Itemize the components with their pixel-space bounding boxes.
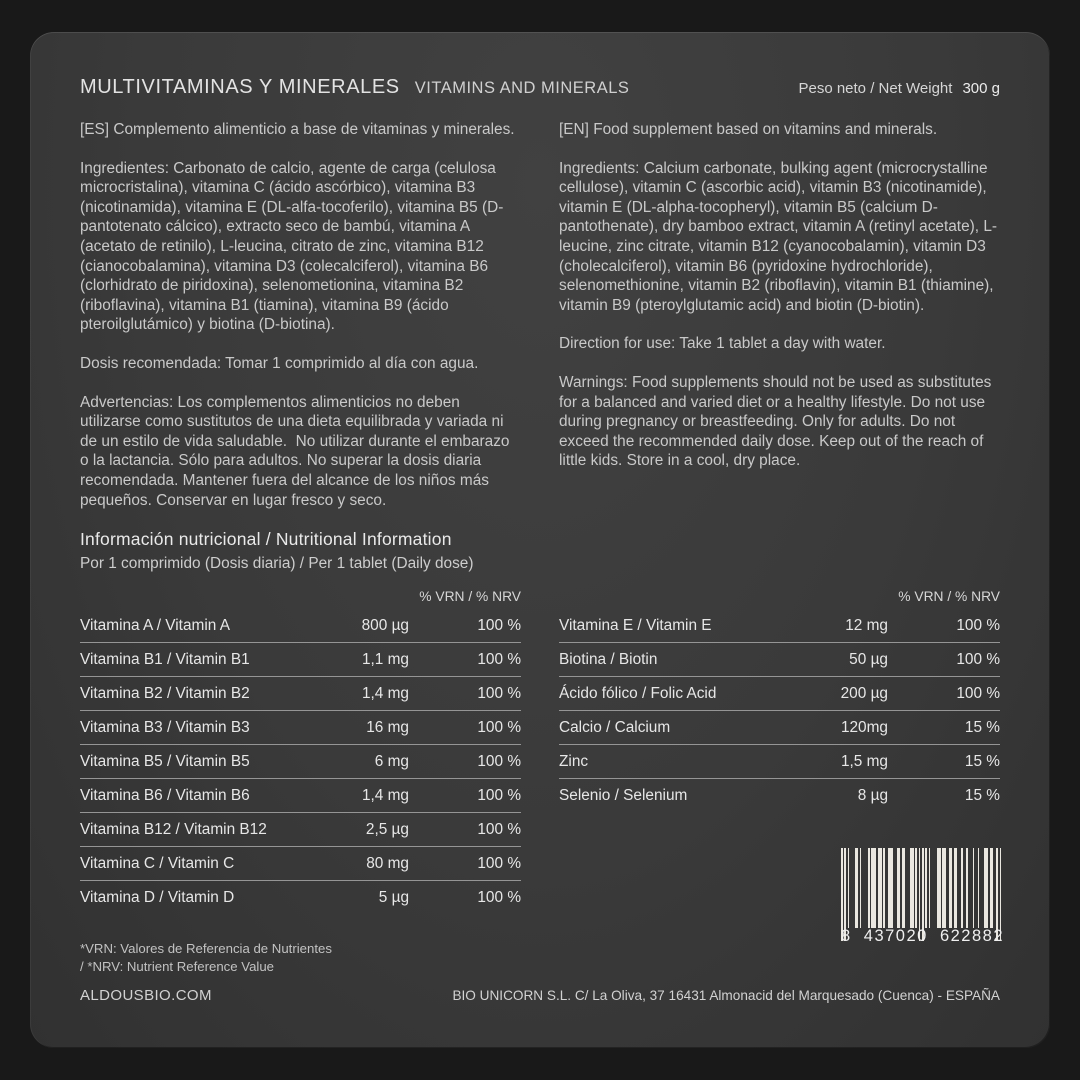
ingredients-es: Ingredientes: Carbonato de calcio, agent…: [80, 159, 504, 334]
nutrient-name: Vitamina B6 / Vitamin B6: [80, 786, 250, 804]
nutrition-row: Vitamina B6 / Vitamin B6 1,4 mg 100 %: [80, 779, 521, 814]
nutrient-nrv: 15 %: [964, 752, 1000, 770]
ingredients-en: Ingredients: Calcium carbonate, bulking …: [559, 159, 998, 314]
warnings-en: Warnings: Food supplements should not be…: [559, 373, 996, 470]
barcode-number: 8 437020 622882: [841, 927, 1004, 946]
nutrition-row: Vitamina B5 / Vitamin B5 6 mg 100 %: [80, 745, 521, 780]
nutrient-name: Vitamina B5 / Vitamin B5: [80, 752, 250, 770]
nutrition-row: Biotina / Biotin 50 µg 100 %: [559, 643, 1000, 678]
nrv-footnote-line1: *VRN: Valores de Referencia de Nutriente…: [80, 941, 332, 957]
nutrition-row: Vitamina A / Vitamin A 800 µg 100 %: [80, 609, 521, 644]
nutrient-amount: 1,5 mg: [840, 752, 888, 770]
nutrition-row: Vitamina B2 / Vitamin B2 1,4 mg 100 %: [80, 677, 521, 712]
nutrition-row: Vitamina B3 / Vitamin B3 16 mg 100 %: [80, 711, 521, 746]
nutrition-table-right: % VRN / % NRV Vitamina E / Vitamin E 12 m…: [559, 589, 1000, 812]
barcode: 8 437020 622882: [841, 848, 1004, 946]
label-header: MULTIVITAMINAS Y MINERALES VITAMINS AND …: [80, 76, 1000, 99]
nutrient-name: Ácido fólico / Folic Acid: [559, 684, 717, 702]
nrv-column-header: % VRN / % NRV: [419, 589, 521, 605]
company-address: BIO UNICORN S.L. C/ La Oliva, 37 16431 A…: [452, 988, 1000, 1003]
barcode-digits: 437020: [863, 927, 928, 945]
nutrient-nrv: 15 %: [964, 786, 1000, 804]
net-weight-label: Peso neto / Net Weight: [798, 80, 953, 97]
nutrient-nrv: 100 %: [477, 854, 521, 872]
nutrient-amount: 2,5 µg: [365, 820, 409, 838]
nutrition-row: Vitamina E / Vitamin E 12 mg 100 %: [559, 609, 1000, 644]
nutrient-name: Vitamina E / Vitamin E: [559, 616, 712, 634]
nutrient-nrv: 100 %: [956, 616, 1000, 634]
nutrition-rows-right: Vitamina E / Vitamin E 12 mg 100 % Biotina …: [559, 609, 1000, 812]
net-weight-value: 300 g: [962, 80, 1000, 97]
nutrition-table-left: % VRN / % NRV Vitamina A / Vitamin A 800 …: [80, 589, 521, 914]
dosage-en: Direction for use: Take 1 tablet a day w…: [559, 335, 886, 353]
nutrition-row: Vitamina B12 / Vitamin B12 2,5 µg 100 %: [80, 813, 521, 848]
nutrient-name: Vitamina B3 / Vitamin B3: [80, 718, 250, 736]
nutrient-amount: 16 mg: [366, 718, 409, 736]
nutrient-amount: 6 mg: [374, 752, 409, 770]
nutrient-nrv: 100 %: [956, 684, 1000, 702]
nutrient-nrv: 100 %: [477, 616, 521, 634]
nutrient-amount: 1,1 mg: [361, 650, 409, 668]
product-title-es: MULTIVITAMINAS Y MINERALES: [80, 76, 400, 98]
nutrition-row: Vitamina B1 / Vitamin B1 1,1 mg 100 %: [80, 643, 521, 678]
nutrition-row: Ácido fólico / Folic Acid 200 µg 100 %: [559, 677, 1000, 712]
nutrient-name: Vitamina D / Vitamin D: [80, 888, 235, 906]
nutrition-subtitle: Por 1 comprimido (Dosis diaria) / Per 1 …: [80, 555, 474, 573]
nutrient-nrv: 100 %: [477, 752, 521, 770]
nutrient-nrv: 100 %: [956, 650, 1000, 668]
nutrition-title: Información nutricional / Nutritional In…: [80, 529, 452, 550]
warnings-es: Advertencias: Los complementos alimentic…: [80, 393, 514, 509]
column-english: [EN] Food supplement based on vitamins a…: [559, 120, 1000, 490]
nutrition-row: Vitamina D / Vitamin D 5 µg 100 %: [80, 881, 521, 914]
nutrient-amount: 5 µg: [378, 888, 409, 906]
nutrient-nrv: 100 %: [477, 650, 521, 668]
nutrient-nrv: 100 %: [477, 684, 521, 702]
nutrient-amount: 1,4 mg: [361, 684, 409, 702]
barcode-digits: 622882: [939, 927, 1004, 945]
nutrition-row: Zinc 1,5 mg 15 %: [559, 745, 1000, 780]
nutrient-name: Vitamina A / Vitamin A: [80, 616, 231, 634]
nutrient-amount: 120mg: [840, 718, 888, 736]
nutrient-name: Biotina / Biotin: [559, 650, 658, 668]
nutrient-amount: 800 µg: [361, 616, 409, 634]
nutrient-name: Vitamina B2 / Vitamin B2: [80, 684, 250, 702]
barcode-digits: 8: [841, 927, 852, 945]
nutrition-row: Selenio / Selenium 8 µg 15 %: [559, 779, 1000, 812]
nutrient-name: Vitamina C / Vitamin C: [80, 854, 235, 872]
barcode-bars: [841, 848, 1004, 941]
nutrient-amount: 50 µg: [849, 650, 888, 668]
nrv-footnote-line2: / *NRV: Nutrient Reference Value: [80, 959, 274, 975]
nutrient-nrv: 100 %: [477, 888, 521, 906]
nutrient-amount: 200 µg: [840, 684, 888, 702]
nutrient-amount: 80 mg: [366, 854, 409, 872]
product-title-en: VITAMINS AND MINERALS: [414, 79, 630, 97]
nrv-column-header: % VRN / % NRV: [898, 589, 1000, 605]
nutrient-name: Calcio / Calcium: [559, 718, 671, 736]
nutrient-name: Zinc: [559, 752, 589, 770]
nutrient-name: Vitamina B1 / Vitamin B1: [80, 650, 250, 668]
label-panel: MULTIVITAMINAS Y MINERALES VITAMINS AND …: [30, 32, 1050, 1048]
dosage-es: Dosis recomendada: Tomar 1 comprimido al…: [80, 354, 479, 372]
nutrient-amount: 1,4 mg: [361, 786, 409, 804]
nutrient-nrv: 100 %: [477, 820, 521, 838]
label-footer: ALDOUSBIO.COM BIO UNICORN S.L. C/ La Oli…: [80, 987, 1000, 1004]
nrv-footnote: *VRN: Valores de Referencia de Nutriente…: [80, 940, 1000, 976]
intro-es: [ES] Complemento alimenticio a base de v…: [80, 121, 515, 138]
nutrition-rows-left: Vitamina A / Vitamin A 800 µg 100 % Vitamin…: [80, 609, 521, 914]
nutrient-nrv: 100 %: [477, 718, 521, 736]
nutrient-name: Selenio / Selenium: [559, 786, 688, 804]
nutrient-nrv: 15 %: [964, 718, 1000, 736]
nutrient-amount: 12 mg: [845, 616, 888, 634]
column-spanish: [ES] Complemento alimenticio a base de v…: [80, 120, 521, 529]
nutrient-amount: 8 µg: [857, 786, 888, 804]
nutrition-row: Vitamina C / Vitamin C 80 mg 100 %: [80, 847, 521, 882]
intro-en: [EN] Food supplement based on vitamins a…: [559, 121, 938, 138]
nutrient-nrv: 100 %: [477, 786, 521, 804]
website-text: ALDOUSBIO.COM: [80, 987, 212, 1004]
nutrition-tables: % VRN / % NRV Vitamina A / Vitamin A 800 …: [80, 589, 1000, 914]
net-weight: Peso neto / Net Weight 300 g: [798, 80, 1000, 97]
nutrition-row: Calcio / Calcium 120mg 15 %: [559, 711, 1000, 746]
nutrient-name: Vitamina B12 / Vitamin B12: [80, 820, 267, 838]
